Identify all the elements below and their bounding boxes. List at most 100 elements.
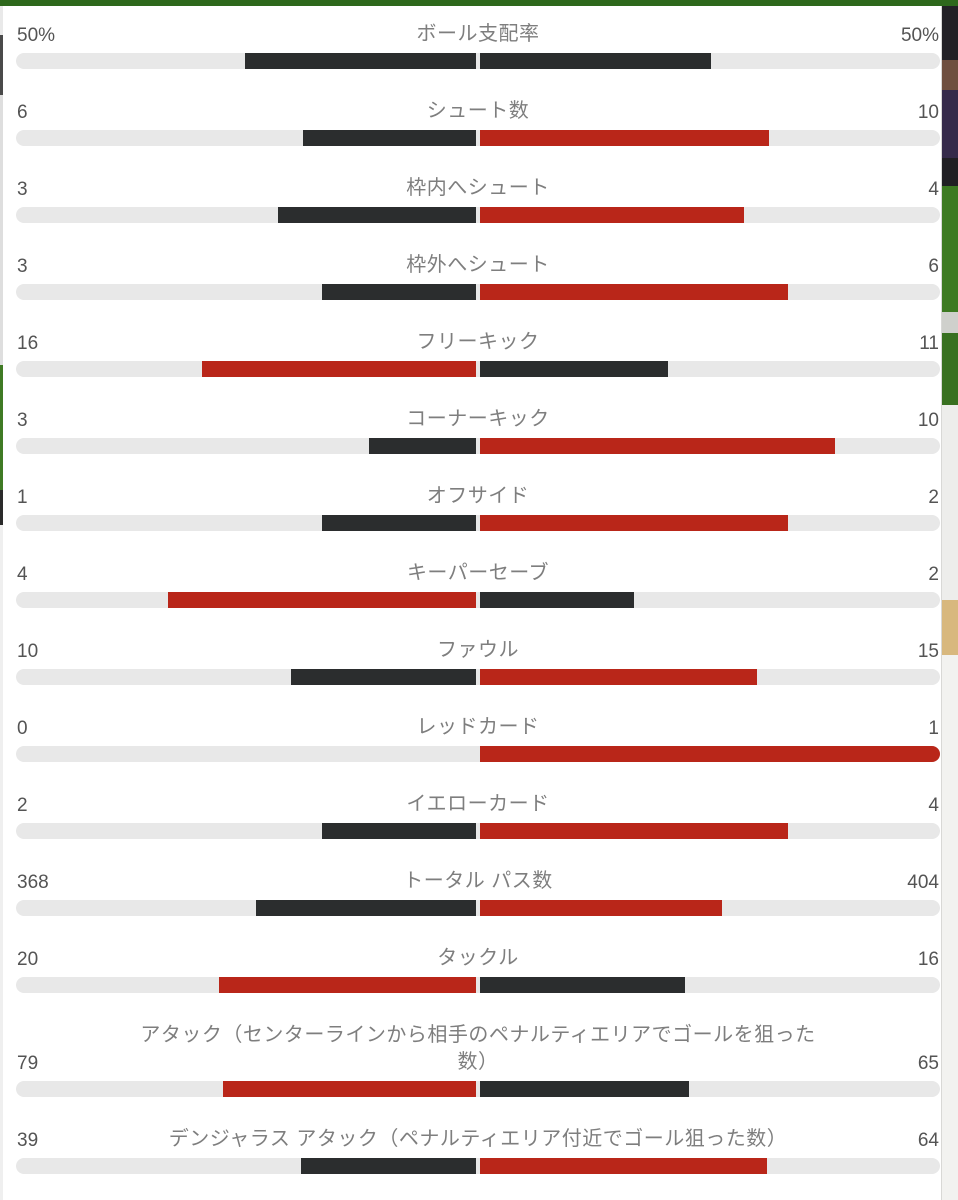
stat-row-header: 1 オフサイド 2 — [16, 483, 940, 510]
stat-row: 368 トータル パス数 404 — [16, 868, 940, 916]
background-strip-segment — [942, 312, 958, 333]
background-strip-segment — [0, 35, 3, 95]
stat-row: 4 キーパーセーブ 2 — [16, 560, 940, 608]
stat-row-header: 0 レッドカード 1 — [16, 714, 940, 741]
stat-label: 枠内へシュート — [406, 177, 550, 199]
home-bar — [255, 900, 476, 916]
home-value: 79 — [17, 1053, 39, 1074]
stat-row: 16 フリーキック 11 — [16, 329, 940, 377]
home-value: 20 — [17, 949, 39, 970]
background-strip-segment — [942, 90, 958, 158]
stat-row: 10 ファウル 15 — [16, 637, 940, 685]
home-bar — [322, 284, 476, 300]
home-bar — [219, 977, 476, 993]
stat-label: ファウル — [437, 639, 519, 661]
stat-bar-track — [16, 669, 940, 685]
stat-label: フリーキック — [416, 331, 540, 353]
stat-row-header: 2 イエローカード 4 — [16, 791, 940, 818]
background-strip-segment — [942, 60, 958, 90]
background-strip-segment — [942, 405, 958, 600]
away-value: 10 — [917, 102, 939, 123]
background-photo-right-sliver — [941, 0, 958, 1200]
home-value: 39 — [17, 1130, 39, 1151]
away-value: 404 — [907, 872, 939, 893]
away-value: 64 — [917, 1130, 939, 1151]
away-value: 2 — [928, 564, 939, 585]
stat-bar-track — [16, 515, 940, 531]
stat-row: 3 コーナーキック 10 — [16, 406, 940, 454]
background-strip-segment — [942, 186, 958, 312]
stat-bar-track — [16, 1158, 940, 1174]
stat-row: 6 シュート数 10 — [16, 98, 940, 146]
stat-row: 3 枠内へシュート 4 — [16, 175, 940, 223]
stat-bar-track — [16, 130, 940, 146]
stat-label: デンジャラス アタック（ペナルティエリア付近でゴール狙った数） — [168, 1128, 788, 1150]
background-strip-segment — [942, 600, 958, 655]
stat-row: 1 オフサイド 2 — [16, 483, 940, 531]
stat-row: 39 デンジャラス アタック（ペナルティエリア付近でゴール狙った数） 64 — [16, 1126, 940, 1174]
stat-row-header: 79 アタック（センターラインから相手のペナルティエリアでゴールを狙った数） 6… — [16, 1022, 940, 1076]
stat-label: レッドカード — [416, 716, 540, 738]
stat-row-header: 4 キーパーセーブ 2 — [16, 560, 940, 587]
stat-label: タックル — [437, 947, 519, 969]
stat-bar-track — [16, 823, 940, 839]
home-bar — [278, 207, 476, 223]
stat-row-header: 16 フリーキック 11 — [16, 329, 940, 356]
stat-row-header: 368 トータル パス数 404 — [16, 868, 940, 895]
home-bar — [301, 1158, 476, 1174]
stat-bar-track — [16, 977, 940, 993]
away-value: 65 — [917, 1053, 939, 1074]
away-value: 2 — [928, 487, 939, 508]
away-bar — [480, 1158, 768, 1174]
stat-row-header: 10 ファウル 15 — [16, 637, 940, 664]
home-value: 0 — [17, 718, 28, 739]
stat-label: イエローカード — [406, 793, 550, 815]
away-value: 4 — [928, 795, 939, 816]
home-bar — [202, 361, 476, 377]
away-value: 16 — [917, 949, 939, 970]
stat-bar-track — [16, 746, 940, 762]
stat-label: 枠外へシュート — [406, 254, 550, 276]
stat-row-header: 3 枠内へシュート 4 — [16, 175, 940, 202]
stat-label: オフサイド — [426, 485, 530, 507]
background-strip-segment — [942, 6, 958, 60]
home-value: 3 — [17, 410, 28, 431]
background-strip-segment — [942, 333, 958, 405]
stat-row-header: 20 タックル 16 — [16, 945, 940, 972]
stat-row: 0 レッドカード 1 — [16, 714, 940, 762]
stat-row-header: 3 枠外へシュート 6 — [16, 252, 940, 279]
match-stats-panel: 50% ボール支配率 50% 6 シュート数 10 3 枠内へシュート 4 — [3, 6, 941, 1200]
stat-label: キーパーセーブ — [406, 562, 550, 584]
stat-row-header: 3 コーナーキック 10 — [16, 406, 940, 433]
stat-bar-track — [16, 900, 940, 916]
stat-row-header: 39 デンジャラス アタック（ペナルティエリア付近でゴール狙った数） 64 — [16, 1126, 940, 1153]
home-bar — [222, 1081, 476, 1097]
stat-bar-track — [16, 1081, 940, 1097]
away-value: 11 — [919, 333, 939, 354]
stat-label: コーナーキック — [406, 408, 550, 430]
stat-row: 3 枠外へシュート 6 — [16, 252, 940, 300]
background-strip-segment — [0, 6, 3, 35]
top-green-bar — [0, 0, 958, 6]
background-strip-segment — [0, 490, 3, 525]
stat-bar-track — [16, 438, 940, 454]
home-value: 3 — [17, 256, 28, 277]
home-bar — [245, 53, 476, 69]
away-bar — [480, 977, 686, 993]
stat-bar-track — [16, 53, 940, 69]
stat-label: シュート数 — [426, 100, 530, 122]
away-bar — [480, 1081, 689, 1097]
away-bar — [480, 515, 788, 531]
stat-bar-track — [16, 284, 940, 300]
home-bar — [302, 130, 476, 146]
home-value: 10 — [17, 641, 39, 662]
stat-row-header: 50% ボール支配率 50% — [16, 21, 940, 48]
stat-row: 50% ボール支配率 50% — [16, 21, 940, 69]
home-bar — [369, 438, 476, 454]
stat-row: 2 イエローカード 4 — [16, 791, 940, 839]
away-value: 15 — [917, 641, 939, 662]
away-bar — [480, 438, 836, 454]
background-strip-segment — [0, 365, 3, 490]
home-value: 16 — [17, 333, 39, 354]
home-bar — [168, 592, 476, 608]
